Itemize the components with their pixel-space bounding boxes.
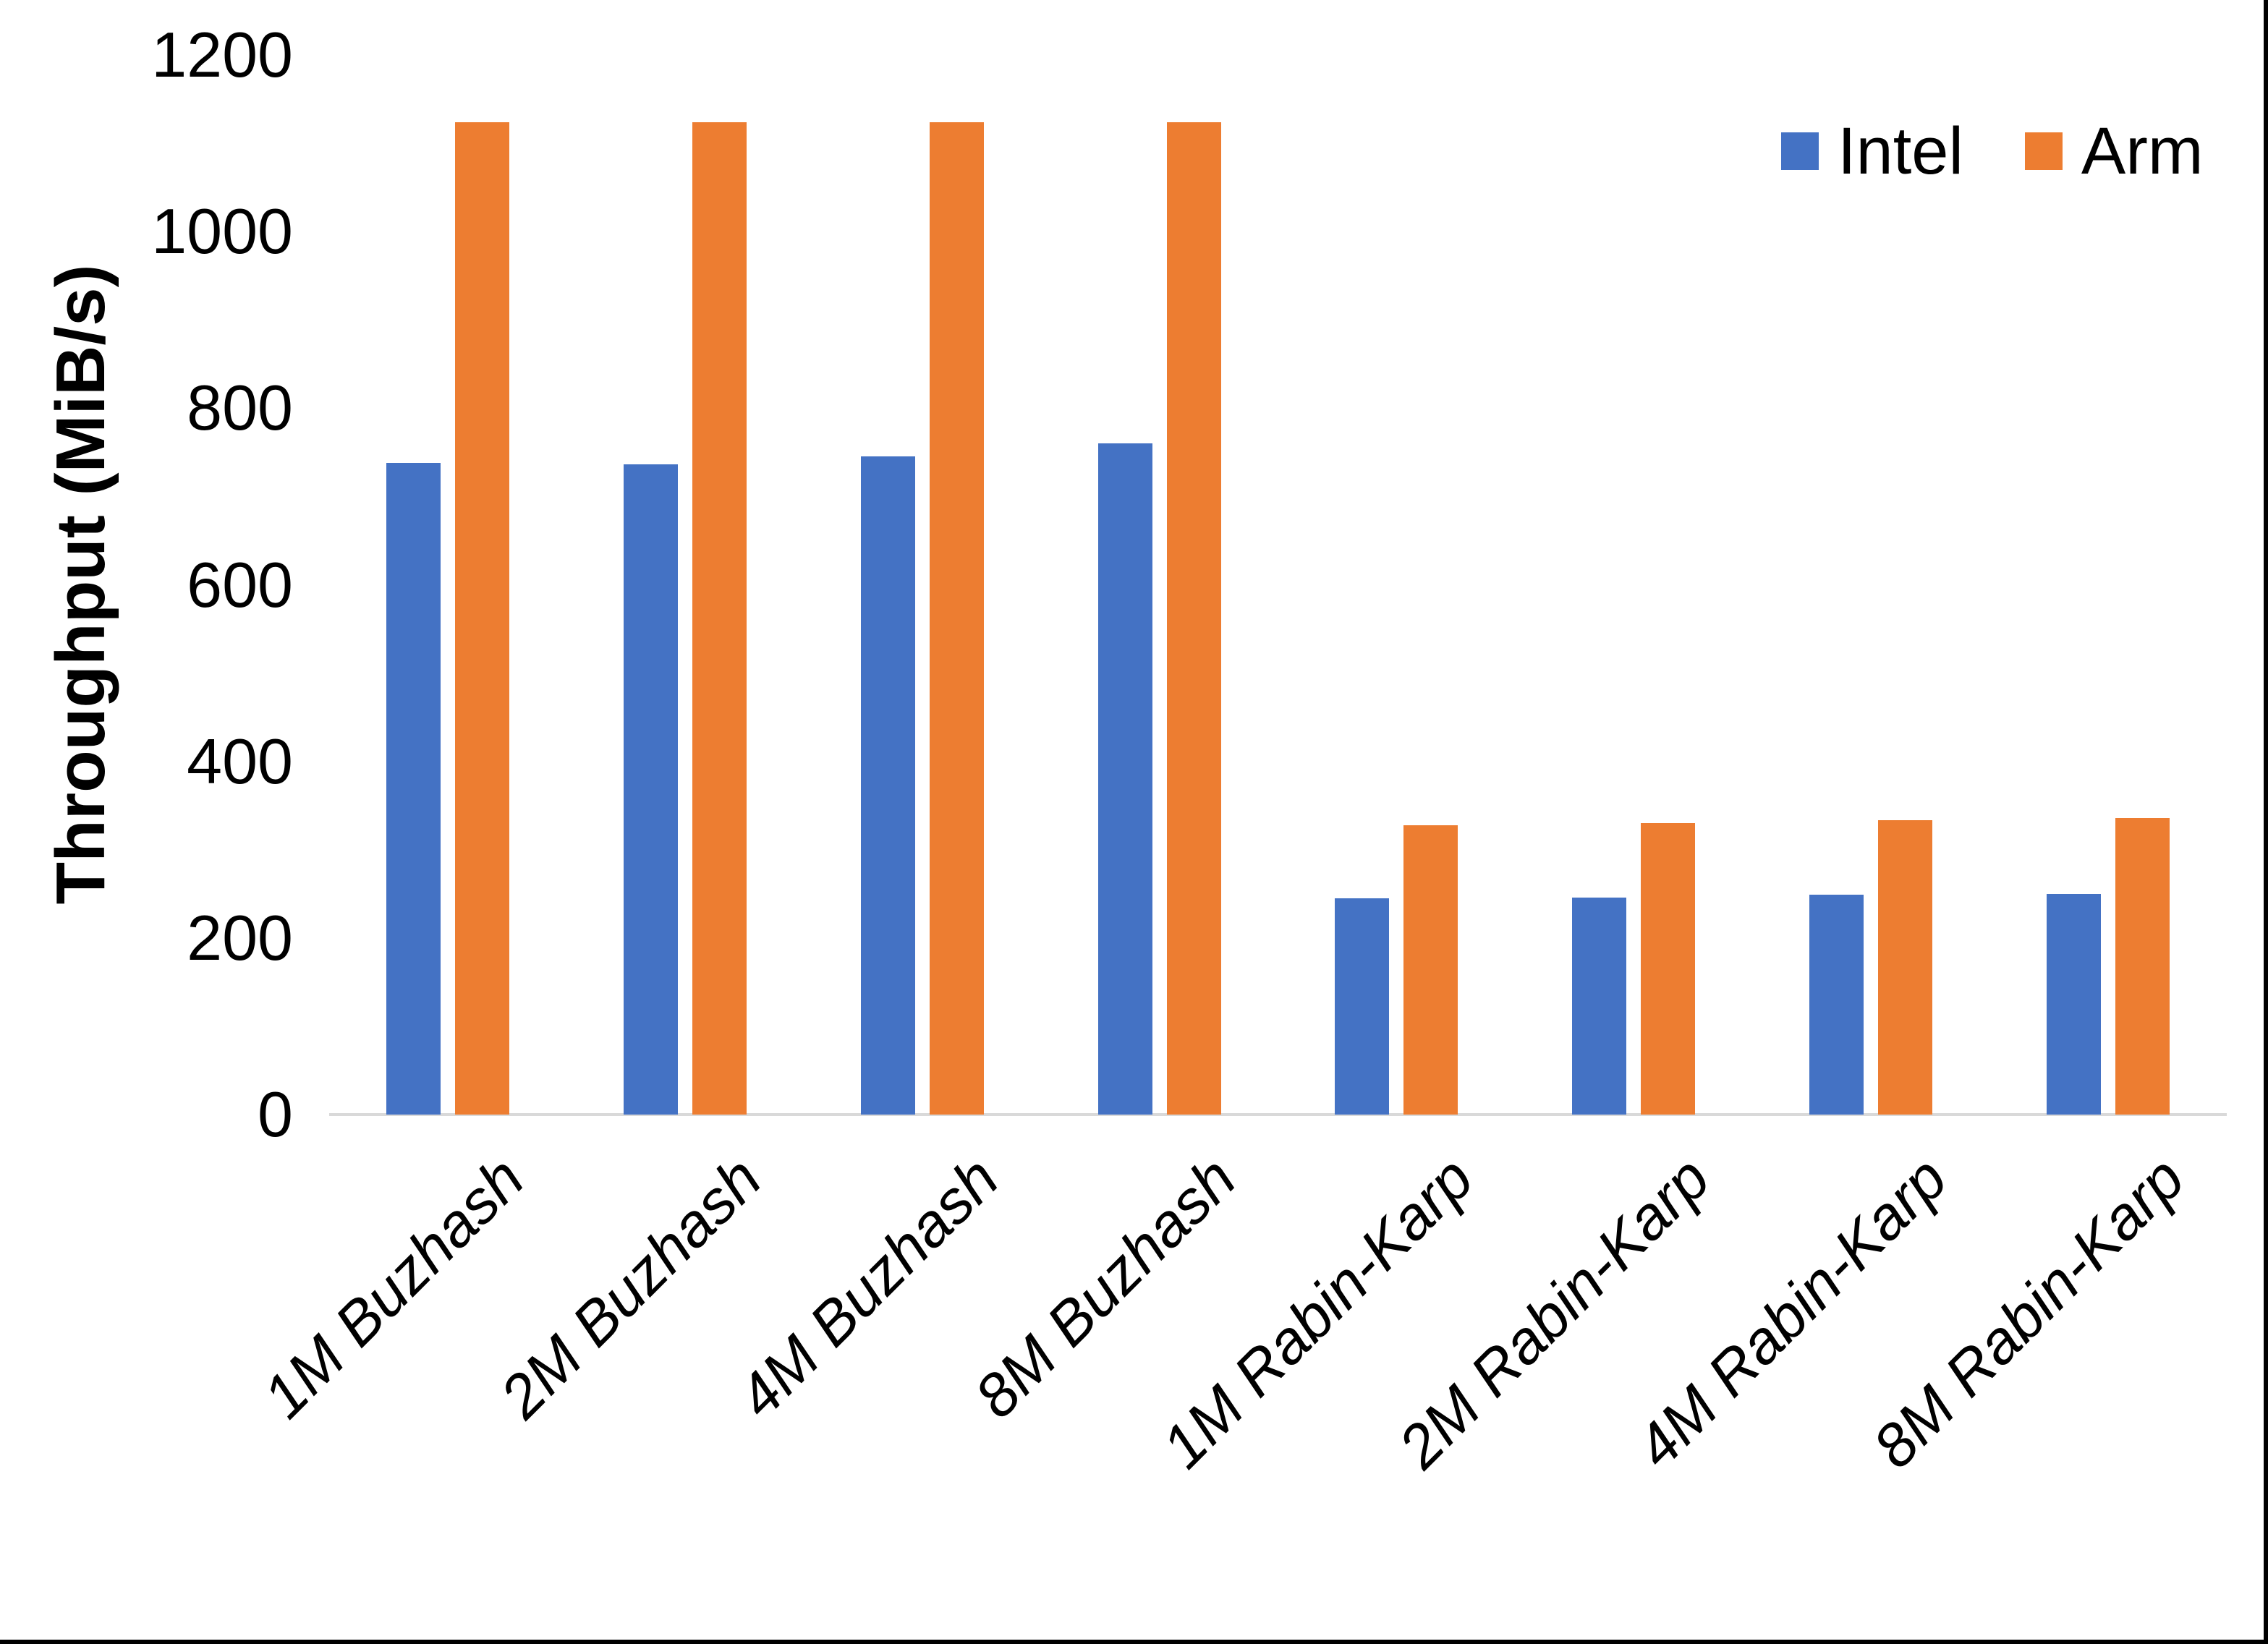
bar-intel-4m-rabin-karp <box>1809 895 1864 1115</box>
legend-label-arm: Arm <box>2081 114 2204 188</box>
y-tick-label-1000: 1000 <box>151 195 293 268</box>
y-tick-label-200: 200 <box>187 901 293 974</box>
bar-arm-1m-rabin-karp <box>1403 825 1458 1115</box>
y-tick-label-0: 0 <box>258 1078 293 1150</box>
legend-swatch-arm <box>2024 132 2063 170</box>
legend-entry-intel: Intel <box>1781 111 1963 191</box>
x-axis-line <box>329 1113 2227 1116</box>
bar-intel-1m-buzhash <box>386 463 441 1115</box>
bar-intel-4m-buzhash <box>860 456 915 1115</box>
bar-arm-2m-buzhash <box>692 122 747 1115</box>
screenshot-right-border <box>2264 0 2268 1644</box>
y-tick-label-400: 400 <box>187 725 293 797</box>
bar-arm-8m-buzhash <box>1166 122 1221 1115</box>
bar-intel-2m-buzhash <box>623 464 678 1115</box>
y-tick-label-800: 800 <box>187 372 293 444</box>
bar-arm-4m-rabin-karp <box>1878 820 1933 1115</box>
bar-intel-2m-rabin-karp <box>1572 897 1627 1115</box>
y-tick-label-1200: 1200 <box>151 19 293 90</box>
bar-intel-1m-rabin-karp <box>1335 898 1390 1115</box>
bar-arm-8m-rabin-karp <box>2115 817 2170 1115</box>
legend-entry-arm: Arm <box>2024 111 2204 191</box>
bar-arm-1m-buzhash <box>454 122 509 1115</box>
bar-intel-8m-buzhash <box>1097 443 1152 1115</box>
y-tick-label-600: 600 <box>187 548 293 621</box>
legend-label-intel: Intel <box>1838 114 1963 188</box>
bar-arm-4m-buzhash <box>929 122 984 1115</box>
legend: Intel Arm <box>1781 111 2204 191</box>
screenshot-bottom-border <box>0 1640 2268 1644</box>
legend-swatch-intel <box>1781 132 1819 170</box>
bar-intel-8m-rabin-karp <box>2047 893 2102 1115</box>
bar-arm-2m-rabin-karp <box>1641 823 1696 1115</box>
